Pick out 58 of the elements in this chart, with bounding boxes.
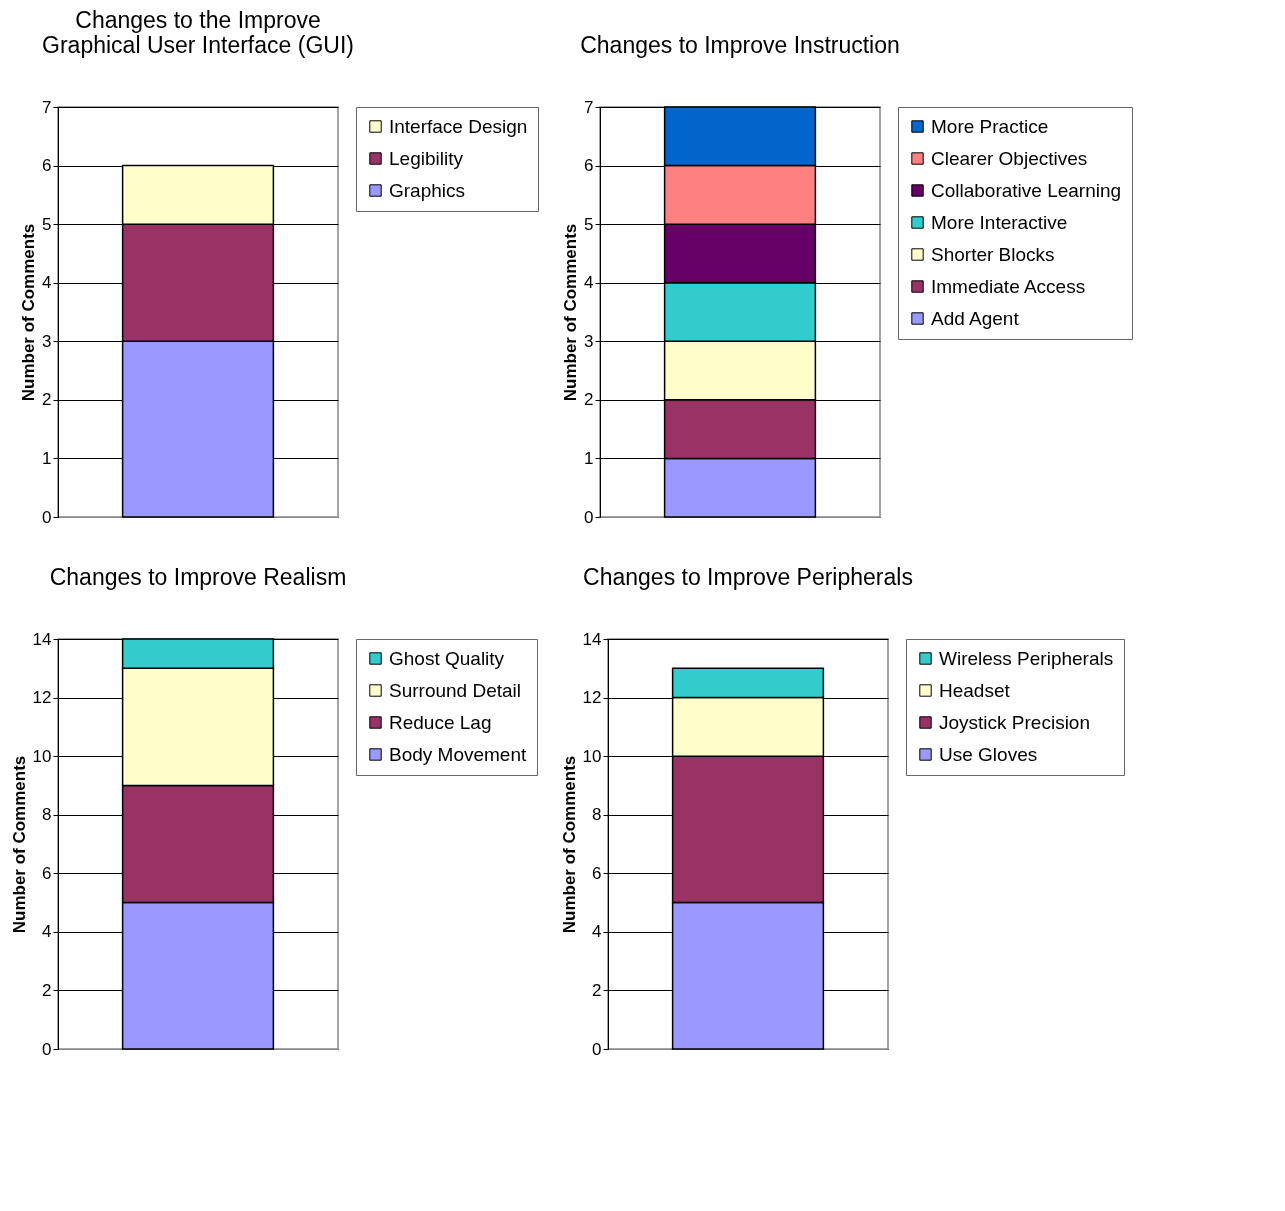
legend-label: Joystick Precision — [939, 711, 1090, 733]
legend-label: More Interactive — [931, 211, 1068, 233]
chart-title: Changes to Improve Instruction — [580, 32, 900, 58]
legend-label: Use Gloves — [939, 743, 1038, 765]
y-tick-label: 1 — [584, 448, 594, 468]
y-axis-title: Number of Comments — [561, 223, 581, 402]
chart-title: Changes to Improve Peripherals — [583, 564, 913, 590]
y-tick-label: 6 — [592, 863, 602, 883]
y-tick-label: 2 — [42, 980, 52, 1000]
y-tick-label: 6 — [42, 863, 52, 883]
y-tick-label: 0 — [42, 507, 52, 527]
y-tick-label: 0 — [592, 1039, 602, 1059]
y-axis-title: Number of Comments — [559, 755, 579, 934]
y-tick-label: 8 — [42, 805, 52, 825]
y-axis-title: Number of Comments — [19, 223, 39, 402]
y-tick-label: 6 — [42, 156, 52, 176]
legend-label: Body Movement — [389, 743, 528, 765]
y-tick-label: 6 — [584, 156, 594, 176]
y-tick-label: 8 — [592, 805, 602, 825]
y-tick-label: 12 — [32, 688, 52, 708]
y-tick-label: 10 — [582, 746, 602, 766]
chart-title: Changes to the Improve Graphical User Interface (GUI) — [42, 7, 354, 58]
y-tick-label: 7 — [42, 97, 52, 117]
y-tick-label: 4 — [42, 273, 52, 293]
y-tick-label: 2 — [592, 980, 602, 1000]
legend-label: Surround Detail — [389, 679, 522, 701]
y-tick-label: 3 — [42, 331, 52, 351]
legend-label: Add Agent — [931, 307, 1020, 329]
y-tick-label: 0 — [42, 1039, 52, 1059]
legend-label: Graphics — [389, 179, 466, 201]
legend-label: More Practice — [931, 115, 1049, 137]
y-axis-title: Number of Comments — [9, 755, 29, 934]
chart-title: Changes to Improve Realism — [49, 564, 347, 590]
legend-label: Immediate Access — [931, 275, 1086, 297]
y-tick-label: 0 — [584, 507, 594, 527]
y-tick-label: 4 — [584, 273, 594, 293]
legend-label: Reduce Lag — [389, 711, 492, 733]
y-tick-label: 12 — [582, 688, 602, 708]
y-tick-label: 3 — [584, 331, 594, 351]
y-tick-label: 2 — [584, 390, 594, 410]
y-tick-label: 1 — [42, 448, 52, 468]
y-tick-label: 4 — [42, 922, 52, 942]
y-tick-label: 5 — [42, 214, 52, 234]
legend-label: Legibility — [389, 147, 464, 169]
y-tick-label: 7 — [584, 97, 594, 117]
legend-label: Interface Design — [389, 115, 528, 137]
legend-label: Headset — [939, 679, 1011, 701]
y-tick-label: 14 — [32, 629, 52, 649]
y-tick-label: 5 — [584, 214, 594, 234]
legend-label: Ghost Quality — [389, 647, 505, 669]
legend-label: Collaborative Learning — [931, 179, 1122, 201]
y-tick-label: 2 — [42, 390, 52, 410]
y-tick-label: 4 — [592, 922, 602, 942]
legend-label: Wireless Peripherals — [939, 647, 1114, 669]
legend-label: Clearer Objectives — [931, 147, 1088, 169]
legend-label: Shorter Blocks — [931, 243, 1055, 265]
y-tick-label: 14 — [582, 629, 602, 649]
y-tick-label: 10 — [32, 746, 52, 766]
